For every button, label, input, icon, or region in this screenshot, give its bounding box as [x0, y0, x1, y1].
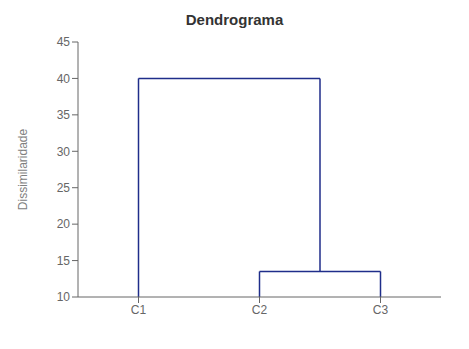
- html-text:Dendrograma: Dendrograma: [185, 11, 284, 28]
- svg-text:C3: C3: [373, 303, 389, 317]
- svg-text:35: 35: [57, 108, 71, 122]
- svg-text:Dissimilaridade: Dissimilaridade: [16, 128, 30, 210]
- svg-text:40: 40: [57, 72, 71, 86]
- svg-text:15: 15: [57, 254, 71, 268]
- svg-text:45: 45: [57, 35, 71, 49]
- svg-text:10: 10: [57, 290, 71, 304]
- svg-text:C1: C1: [131, 303, 147, 317]
- svg-text:25: 25: [57, 181, 71, 195]
- svg-text:C2: C2: [252, 303, 268, 317]
- svg-text:20: 20: [57, 217, 71, 231]
- svg-text:30: 30: [57, 145, 71, 159]
